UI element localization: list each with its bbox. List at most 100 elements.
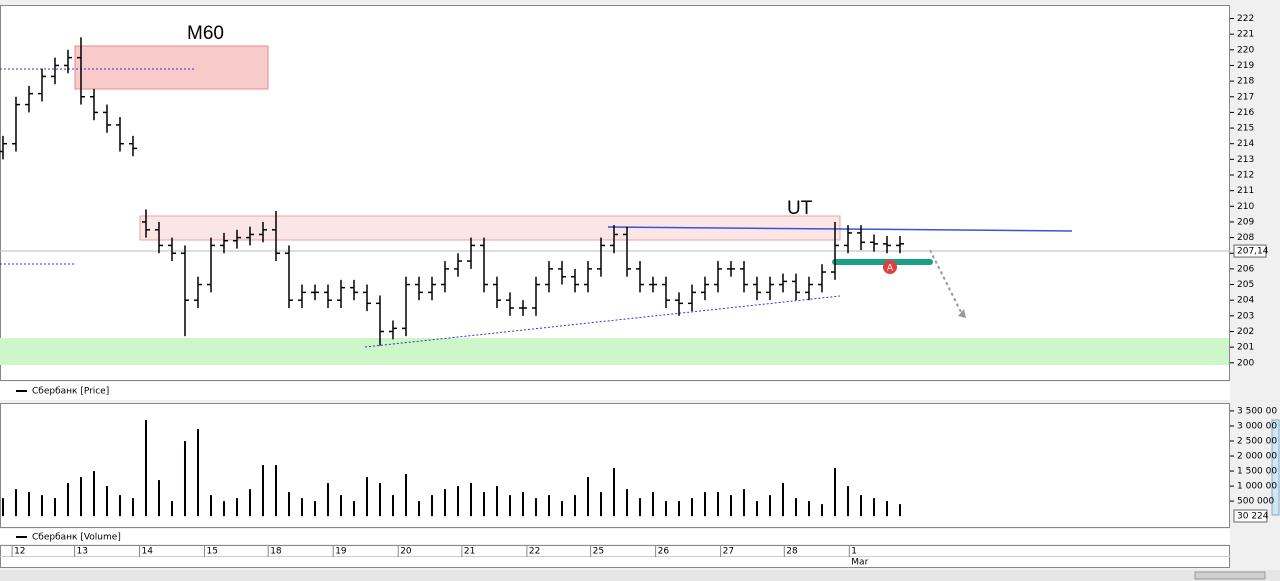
volume-bar xyxy=(27,492,30,517)
y-tick-label: 500 000 xyxy=(1237,497,1274,507)
legend-label: Сбербанк [Price] xyxy=(32,387,109,397)
volume-bar xyxy=(209,495,212,517)
volume-bar xyxy=(352,501,355,517)
volume-bar xyxy=(743,489,746,517)
volume-bar xyxy=(196,428,199,517)
x-tick-label: 1 xyxy=(851,547,857,557)
y-tick-label: 217 xyxy=(1237,92,1254,102)
volume-legend-strip xyxy=(0,529,1230,544)
volume-bar xyxy=(131,498,134,517)
y-tick-label: 1 000 00 xyxy=(1237,482,1277,492)
volume-bar xyxy=(378,483,381,517)
volume-bar xyxy=(795,498,798,517)
x-tick-label: 25 xyxy=(593,547,604,557)
volume-bar xyxy=(573,495,576,517)
price-legend-strip xyxy=(0,382,1230,400)
x-tick-label: 22 xyxy=(529,547,540,557)
volume-bar xyxy=(300,498,303,517)
trend-line xyxy=(607,226,1073,232)
x-tick-label: 28 xyxy=(786,547,798,557)
volume-bar xyxy=(443,489,446,517)
volume-bar xyxy=(665,501,668,517)
volume-bar xyxy=(248,489,251,517)
volume-bar xyxy=(782,483,785,517)
volume-bar xyxy=(365,477,368,517)
y-tick-label: 212 xyxy=(1237,171,1254,181)
last-price-label: 207,14 xyxy=(1237,247,1269,257)
volume-bar xyxy=(261,465,264,517)
volume-bar xyxy=(79,477,82,517)
month-label: Mar xyxy=(851,558,868,568)
last-price-box xyxy=(1233,244,1267,258)
volume-bar xyxy=(391,495,394,517)
x-tick-label: 14 xyxy=(141,547,153,557)
y-tick-label: 3 000 00 xyxy=(1237,421,1277,431)
volume-bar xyxy=(66,483,69,517)
annotation: M60 xyxy=(187,23,224,44)
support-zone xyxy=(0,338,1229,365)
volume-bar xyxy=(157,480,160,517)
volume-scroller[interactable] xyxy=(1271,419,1280,516)
resistance-zone xyxy=(74,45,269,90)
scroll-thumb[interactable] xyxy=(1194,571,1266,580)
y-tick-label: 215 xyxy=(1237,124,1254,134)
volume-bar xyxy=(469,483,472,517)
volume-bar xyxy=(404,474,407,517)
volume-bar xyxy=(521,492,524,517)
volume-bar xyxy=(495,486,498,517)
x-tick-label: 18 xyxy=(270,547,282,557)
y-tick-label: 210 xyxy=(1237,202,1254,212)
volume-bar xyxy=(118,495,121,517)
volume-bar xyxy=(730,495,733,517)
volume-bar xyxy=(326,483,329,517)
volume-bar xyxy=(547,495,550,517)
volume-bar xyxy=(586,477,589,517)
scrollbar[interactable] xyxy=(0,570,1280,581)
volume-bar xyxy=(704,492,707,517)
volume-bar xyxy=(313,501,316,517)
x-tick-label: 27 xyxy=(723,547,734,557)
y-tick-label: 221 xyxy=(1237,30,1254,40)
arrow-head xyxy=(958,309,966,318)
volume-bar xyxy=(873,498,876,517)
y-tick-label: 211 xyxy=(1237,186,1254,196)
y-tick-label: 205 xyxy=(1237,280,1254,290)
last-volume-box xyxy=(1233,509,1268,523)
volume-bar xyxy=(170,501,173,517)
volume-bar xyxy=(144,419,147,517)
volume-bar xyxy=(40,495,43,517)
volume-bar xyxy=(14,489,17,517)
y-tick-label: 220 xyxy=(1237,45,1254,55)
volume-bar xyxy=(339,495,342,517)
y-tick-label: 202 xyxy=(1237,327,1254,337)
volume-bar xyxy=(834,468,837,517)
last-volume-label: 30 224 xyxy=(1237,512,1269,522)
y-tick-label: 2 000 00 xyxy=(1237,452,1277,462)
marker-label: A xyxy=(887,264,894,274)
y-tick-label: 201 xyxy=(1237,343,1254,353)
volume-bar xyxy=(808,501,811,517)
volume-bar xyxy=(769,495,772,517)
volume-bar xyxy=(222,501,225,517)
volume-bar xyxy=(287,492,290,517)
y-tick-label: 2 500 00 xyxy=(1237,436,1277,446)
y-tick-label: 204 xyxy=(1237,296,1254,306)
volume-bar xyxy=(821,504,824,517)
volume-bar xyxy=(430,495,433,517)
volume-bar xyxy=(1,498,4,517)
x-tick-label: 15 xyxy=(206,547,217,557)
volume-bar xyxy=(691,498,694,517)
y-tick-label: 213 xyxy=(1237,155,1254,165)
marker-circle xyxy=(883,260,897,274)
y-tick-label: 200 xyxy=(1237,358,1254,368)
volume-bar xyxy=(652,492,655,517)
volume-bar xyxy=(105,486,108,517)
volume-bar xyxy=(847,486,850,517)
volume-bar xyxy=(417,501,420,517)
x-tick-label: 20 xyxy=(400,547,412,557)
y-tick-label: 209 xyxy=(1237,217,1254,227)
legend-label: Сбербанк [Volume] xyxy=(32,533,121,543)
x-tick-label: 26 xyxy=(658,547,670,557)
volume-bar xyxy=(717,492,720,517)
